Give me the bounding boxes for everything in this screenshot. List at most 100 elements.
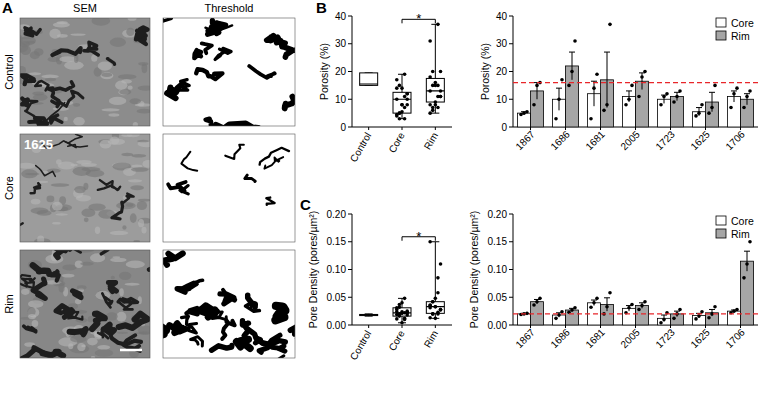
data-point — [732, 92, 736, 96]
x-tick — [565, 325, 566, 328]
y-tick-label: 0.10 — [488, 264, 508, 275]
data-point — [398, 303, 402, 307]
y-axis-label: Porosity (%) — [479, 43, 491, 100]
y-tick — [348, 241, 352, 242]
x-tick-label: 1681 — [583, 326, 607, 350]
y-tick — [509, 297, 513, 298]
texture — [70, 33, 85, 35]
median — [360, 314, 378, 315]
pore — [22, 99, 28, 106]
data-point — [428, 304, 432, 308]
image-frame — [163, 250, 295, 358]
data-point — [431, 70, 435, 74]
pore — [48, 88, 60, 107]
pore — [163, 326, 166, 336]
data-point — [398, 314, 402, 318]
bar — [706, 313, 719, 325]
data-point — [624, 103, 628, 107]
texture — [126, 203, 134, 207]
pore — [290, 326, 295, 341]
texture — [33, 94, 48, 101]
pore — [216, 123, 259, 126]
data-point — [605, 305, 609, 309]
error-cap — [556, 88, 562, 89]
data-point — [570, 308, 574, 312]
reference-line — [513, 82, 758, 83]
data-point — [640, 304, 644, 308]
texture — [131, 164, 142, 167]
data-point — [535, 300, 539, 304]
texture — [116, 312, 126, 322]
texture — [20, 43, 28, 52]
data-point — [395, 97, 399, 101]
whisker-cap — [431, 113, 439, 114]
texture — [138, 86, 150, 91]
texture — [37, 235, 44, 242]
pore — [21, 75, 34, 84]
data-point — [532, 103, 536, 107]
pore — [107, 59, 114, 65]
pore — [73, 291, 81, 298]
chart: 0.000.050.100.150.20Pore Density (pores/… — [468, 209, 758, 351]
x-tick — [670, 127, 671, 130]
data-point — [434, 305, 438, 309]
y-tick-label: 0.00 — [327, 320, 347, 331]
y-axis-label: Porosity (%) — [318, 43, 330, 100]
y-tick-label: 0.20 — [488, 209, 508, 220]
error-bar — [572, 52, 573, 80]
box — [426, 78, 444, 102]
texture — [76, 195, 91, 202]
legend-label: Rim — [731, 30, 750, 42]
data-point — [434, 305, 438, 309]
y-tick — [348, 214, 352, 215]
x-tick — [740, 127, 741, 130]
texture — [137, 109, 150, 114]
texture — [138, 141, 150, 148]
pore — [196, 69, 222, 79]
texture — [49, 29, 60, 39]
y-tick-label: 40 — [335, 11, 347, 22]
legend-swatch — [716, 216, 726, 225]
image-frame — [163, 134, 295, 242]
x-tick-label: 1686 — [548, 326, 572, 350]
data-point — [595, 72, 599, 76]
data-point — [637, 95, 641, 99]
x-tick-label: 2005 — [618, 128, 642, 152]
data-point — [608, 291, 612, 295]
texture — [77, 285, 87, 289]
y-tick-label: 0.20 — [327, 209, 347, 220]
pore — [52, 48, 80, 55]
texture — [130, 213, 137, 223]
y-tick-label: 0.05 — [488, 292, 508, 303]
pore — [119, 314, 148, 328]
pore — [36, 166, 56, 177]
pore — [215, 48, 231, 59]
texture — [81, 163, 97, 167]
data-point — [748, 89, 752, 93]
pore — [206, 119, 214, 126]
x-tick-label: 1625 — [688, 326, 712, 350]
texture — [30, 51, 40, 59]
data-point — [403, 95, 407, 99]
data-point — [439, 89, 443, 93]
data-point — [570, 70, 574, 74]
bar — [566, 310, 579, 325]
box — [426, 302, 444, 314]
threshold-image — [163, 18, 295, 126]
x-tick-label: Rim — [422, 329, 440, 350]
y-tick-label: 0.10 — [327, 264, 347, 275]
y-tick-label: 40 — [496, 11, 508, 22]
y-tick — [348, 43, 352, 44]
texture — [138, 199, 150, 202]
pore — [264, 157, 283, 169]
pore — [22, 278, 35, 286]
texture — [95, 226, 100, 233]
pore — [102, 293, 112, 307]
y-tick — [348, 127, 352, 128]
data-point — [428, 316, 432, 320]
x-tick — [565, 127, 566, 130]
texture — [126, 28, 134, 36]
texture — [59, 56, 76, 62]
data-point — [535, 84, 539, 88]
data-point — [395, 86, 399, 90]
